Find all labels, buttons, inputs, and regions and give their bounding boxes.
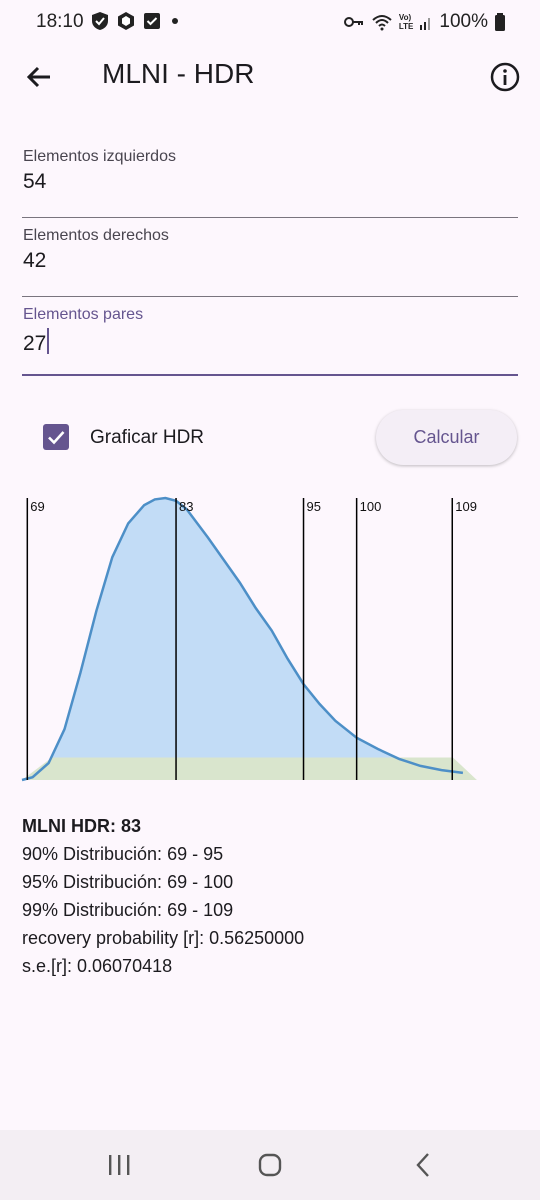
check-icon: [48, 431, 65, 445]
nav-back-icon: [416, 1153, 429, 1177]
wifi-icon: [372, 15, 392, 31]
nav-back-button[interactable]: [402, 1150, 442, 1180]
system-nav-bar: [0, 1130, 540, 1200]
status-indicators: Vo) LTE 100%: [343, 11, 506, 33]
left-elements-field[interactable]: Elementos izquierdos 54: [22, 148, 518, 218]
volte-bottom-text: LTE: [398, 22, 414, 31]
marker-label-83: 83: [179, 499, 193, 514]
battery-percent: 100%: [439, 11, 488, 32]
density-area: [22, 498, 477, 780]
marker-label-100: 100: [360, 499, 382, 514]
result-90-distribution: 90% Distribución: 69 - 95: [22, 844, 224, 864]
arrow-back-icon: [26, 66, 50, 88]
pair-elements-underline: [22, 374, 518, 376]
text-caret: [47, 328, 50, 354]
plot-hdr-checkbox[interactable]: [43, 424, 69, 450]
page-title: MLNI - HDR: [102, 58, 255, 89]
app-bar: MLNI - HDR: [0, 44, 540, 110]
pair-elements-input[interactable]: 27: [23, 328, 50, 356]
cube-icon: [118, 12, 134, 30]
back-button[interactable]: [20, 58, 58, 96]
result-99-distribution: 99% Distribución: 69 - 109: [22, 900, 234, 920]
baseline-band: [22, 757, 477, 780]
right-elements-field[interactable]: Elementos derechos 42: [22, 227, 518, 297]
result-hdr: MLNI HDR: 83: [22, 816, 142, 836]
info-button[interactable]: [488, 60, 522, 94]
recents-icon: [109, 1155, 130, 1175]
density-curve: [21, 496, 464, 782]
key-icon: [343, 17, 363, 27]
result-standard-error: s.e.[r]: 0.06070418: [22, 956, 173, 976]
result-recovery-probability: recovery probability [r]: 0.56250000: [22, 928, 305, 948]
left-elements-label: Elementos izquierdos: [23, 148, 176, 165]
right-elements-label: Elementos derechos: [23, 227, 169, 244]
home-icon: [258, 1153, 282, 1177]
left-elements-underline: [22, 217, 518, 218]
dot-icon: [172, 18, 178, 24]
right-elements-underline: [22, 296, 518, 297]
result-95-distribution: 95% Distribución: 69 - 100: [22, 872, 234, 892]
marker-label-69: 69: [30, 499, 44, 514]
marker-label-109: 109: [455, 499, 477, 514]
pair-elements-field[interactable]: Elementos pares 27: [22, 306, 518, 376]
recents-button[interactable]: [99, 1150, 139, 1180]
status-time: 18:10: [36, 11, 84, 32]
hdr-chart: 69 83 95 100 109: [21, 496, 477, 782]
info-icon: [490, 62, 520, 92]
battery-icon: [495, 13, 505, 31]
calculate-button[interactable]: Calcular: [376, 410, 517, 465]
home-button[interactable]: [250, 1150, 290, 1180]
shield-icon: [92, 12, 108, 30]
left-elements-value[interactable]: 54: [23, 170, 47, 193]
signal-icon: [420, 18, 431, 30]
volte-top-text: Vo): [398, 13, 412, 22]
pair-elements-value: 27: [23, 332, 47, 355]
notification-icons: [90, 11, 182, 31]
volte-icon: Vo) LTE: [399, 13, 414, 31]
pair-elements-label: Elementos pares: [23, 306, 144, 323]
right-elements-value[interactable]: 42: [23, 249, 47, 272]
results-panel: MLNI HDR: 83 90% Distribución: 69 - 95 9…: [22, 812, 304, 980]
checkbox-notification-icon: [144, 13, 160, 29]
status-bar: 18:10 Vo) LTE: [0, 0, 540, 44]
plot-hdr-label[interactable]: Graficar HDR: [90, 427, 205, 448]
marker-label-95: 95: [307, 499, 321, 514]
